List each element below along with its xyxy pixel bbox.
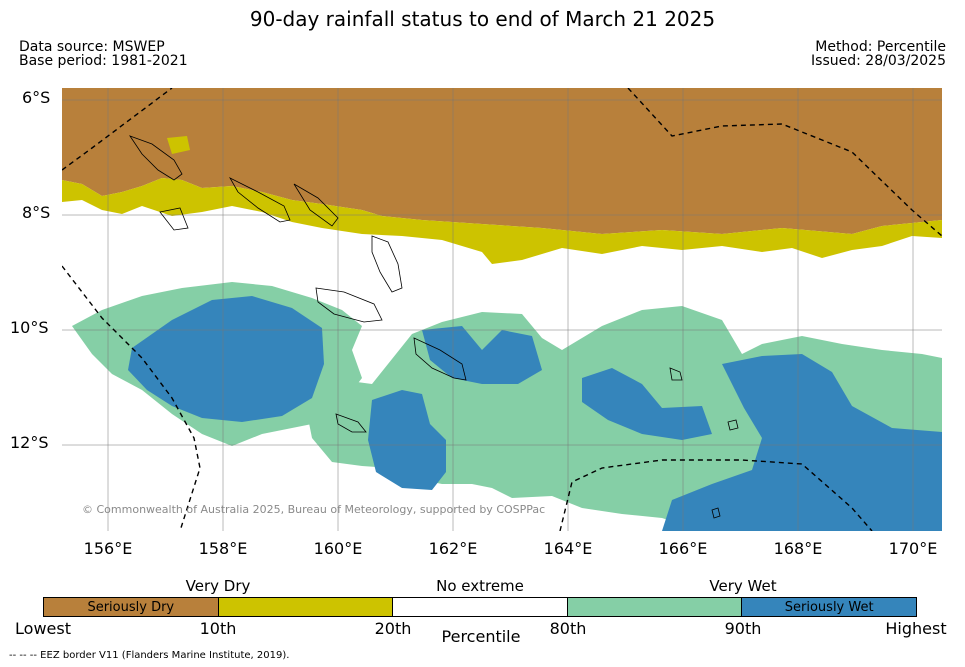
eez-border-south: [559, 459, 873, 531]
legend-tick-90th: 90th: [724, 619, 762, 638]
data-source-text: Data source: MSWEP: [19, 39, 165, 55]
legend-axis-title: Percentile: [441, 627, 521, 646]
lon-label-170e: 170°E: [888, 539, 938, 558]
legend-category-very-dry: Very Dry: [185, 577, 251, 595]
issued-text: Issued: 28/03/2025: [811, 53, 946, 69]
legend-segment-very-dry: [218, 598, 394, 616]
legend-segment-very-wet: [567, 598, 743, 616]
island-new-georgia: [159, 207, 189, 231]
island-makira: [413, 337, 467, 381]
lon-label-166e: 166°E: [658, 539, 708, 558]
eez-borders: [62, 88, 942, 531]
legend-tick-80th: 80th: [549, 619, 587, 638]
page-title: 90-day rainfall status to end of March 2…: [249, 7, 716, 31]
island-vanikoro: [727, 419, 739, 431]
lon-label-160e: 160°E: [313, 539, 363, 558]
lon-label-162e: 162°E: [428, 539, 478, 558]
legend-category-no-extreme: No extreme: [436, 577, 524, 595]
island-rennell: [335, 413, 367, 433]
eez-footnote: -- -- -- EEZ border V11 (Flanders Marine…: [9, 650, 290, 661]
island-santa-isabel: [293, 183, 339, 227]
lon-label-168e: 168°E: [773, 539, 823, 558]
island-choiseul: [228, 177, 291, 223]
lon-label-156e: 156°E: [83, 539, 133, 558]
legend-tick-20th: 20th: [374, 619, 412, 638]
lat-label-8s: 8°S: [22, 203, 51, 222]
map-gridlines: [62, 88, 942, 531]
island-bougainville: [128, 135, 183, 181]
island-guadalcanal: [315, 287, 383, 323]
legend-segment-seriously-dry: Seriously Dry: [44, 598, 219, 616]
base-period-text: Base period: 1981-2021: [19, 53, 188, 69]
lon-label-158e: 158°E: [198, 539, 248, 558]
very-dry-patch: [167, 136, 190, 154]
legend-tick-lowest: Lowest: [15, 619, 71, 638]
lat-label-6s: 6°S: [22, 88, 51, 107]
eez-border-west: [62, 265, 201, 531]
very-dry-region: [62, 178, 942, 264]
lon-label-164e: 164°E: [543, 539, 593, 558]
legend-segment-no-extreme: [393, 598, 568, 616]
seriously-wet-region-mid: [422, 326, 542, 384]
seriously-wet-region-west: [128, 296, 324, 422]
island-malaita: [371, 235, 403, 293]
method-text: Method: Percentile: [815, 39, 946, 55]
legend-tick-10th: 10th: [199, 619, 237, 638]
lat-label-12s: 12°S: [10, 433, 49, 452]
eez-border-png-north: [62, 88, 173, 171]
legend-category-very-wet: Very Wet: [709, 577, 777, 595]
seriously-dry-region: [62, 88, 942, 234]
lat-label-10s: 10°S: [10, 318, 49, 337]
copyright-notice: © Commonwealth of Australia 2025, Bureau…: [82, 503, 546, 516]
legend-segment-seriously-wet: Seriously Wet: [742, 598, 916, 616]
method-info: Method: Percentile Issued: 28/03/2025: [811, 40, 946, 68]
rainfall-map: [62, 88, 942, 531]
island-tikopia: [711, 507, 721, 519]
seriously-wet-region-central: [368, 390, 446, 490]
legend-colorbar: Seriously Dry Seriously Wet: [43, 597, 917, 617]
legend-tick-highest: Highest: [885, 619, 947, 638]
seriously-wet-region-southeast: [662, 354, 942, 531]
data-source-info: Data source: MSWEP Base period: 1981-202…: [19, 40, 188, 68]
island-outlines: [128, 135, 739, 519]
island-santa-cruz: [669, 367, 683, 381]
eez-border-nauru: [627, 88, 942, 237]
seriously-wet-region-east: [582, 368, 712, 440]
